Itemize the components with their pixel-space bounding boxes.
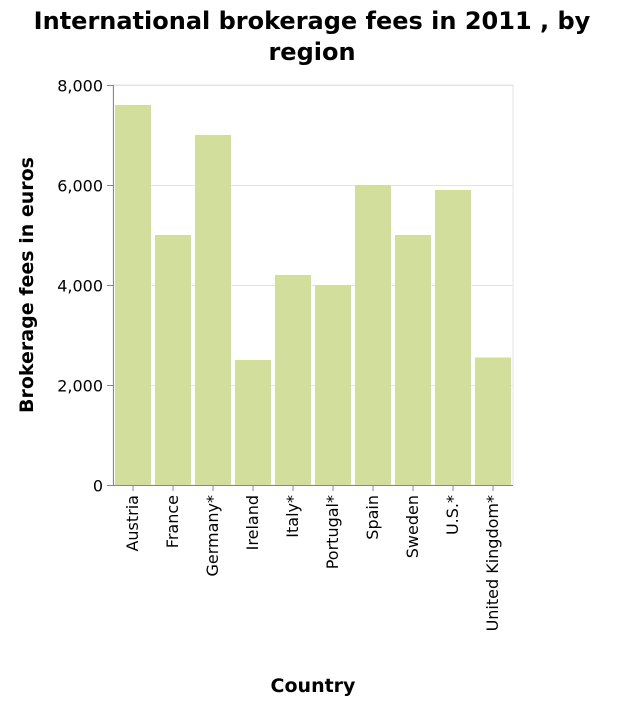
y-tick-label: 4,000	[57, 277, 103, 296]
bar	[115, 105, 151, 485]
x-tick-label: Portugal*	[323, 495, 342, 569]
y-tick-label: 0	[93, 477, 103, 496]
x-tick-label: France	[163, 495, 182, 548]
bar	[235, 360, 271, 485]
y-tick-label: 8,000	[57, 77, 103, 96]
bar	[395, 235, 431, 485]
bar	[275, 275, 311, 485]
bar	[315, 285, 351, 485]
bar	[435, 190, 471, 485]
x-tick-label: Sweden	[403, 495, 422, 558]
chart-title-line-1: International brokerage fees in 2011 , b…	[33, 7, 591, 35]
bar	[475, 357, 511, 485]
bars	[115, 105, 511, 485]
x-tick-label: Ireland	[243, 495, 262, 550]
axes	[107, 85, 513, 491]
y-tick-labels: 0 2,000 4,000 6,000 8,000	[57, 77, 103, 496]
y-tick-label: 2,000	[57, 377, 103, 396]
x-tick-labels: Austria France Germany* Ireland Italy* Portug…	[123, 495, 502, 631]
y-axis-title: Brokerage fees in euros	[16, 157, 38, 413]
chart-title-line-2: region	[268, 38, 356, 66]
bar	[195, 135, 231, 485]
x-tick-label: Spain	[363, 495, 382, 540]
chart-title: International brokerage fees in 2011 , b…	[0, 6, 624, 68]
x-tick-label: Italy*	[283, 495, 302, 538]
x-tick-label: United Kingdom*	[483, 495, 502, 631]
x-tick-label: Germany*	[203, 495, 222, 577]
y-tick-label: 6,000	[57, 177, 103, 196]
x-tick-label: U.S.*	[443, 495, 462, 535]
bar	[355, 185, 391, 485]
bar	[155, 235, 191, 485]
x-tick-label: Austria	[123, 495, 142, 552]
x-axis-title: Country	[271, 675, 357, 697]
